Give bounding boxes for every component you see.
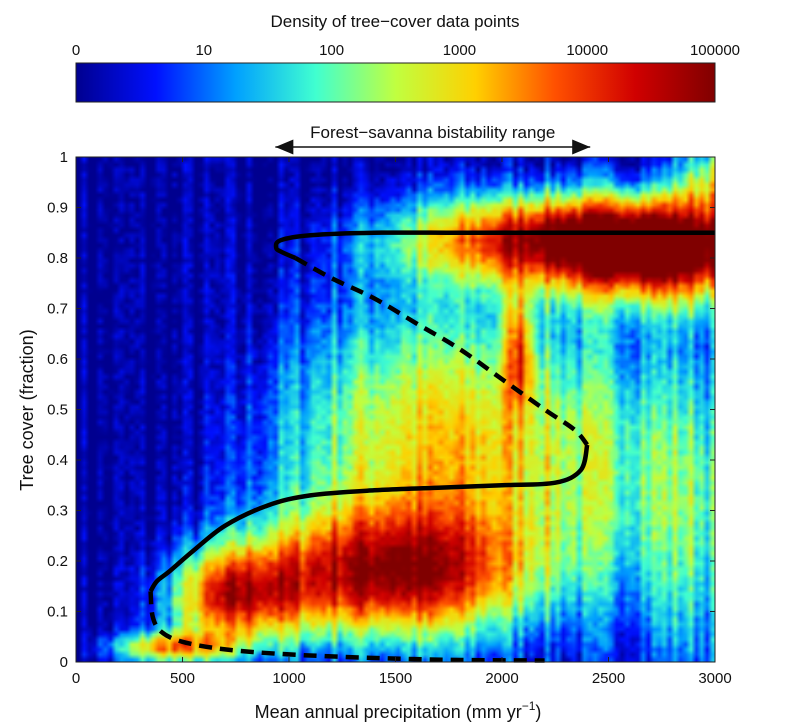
x-axis-ticks: 0 500 1000 1500 2000 2500 3000 — [72, 157, 732, 687]
stable-equilibrium-curve-0 — [273, 230, 715, 261]
y-tick-label: 0.8 — [47, 250, 68, 267]
stable-equilibrium-curve-2 — [148, 444, 590, 593]
x-tick-label: 2000 — [485, 670, 518, 687]
colorbar — [75, 62, 716, 103]
y-tick-label: 0 — [60, 654, 68, 671]
bistability-range-label: Forest−savanna bistability range — [310, 123, 555, 142]
unstable-equilibrium-curve-1 — [294, 256, 589, 447]
x-axis-label-superscript: −1 — [522, 699, 536, 713]
unstable-equilibrium-curve-3 — [148, 591, 545, 663]
y-tick-label: 1 — [60, 149, 68, 166]
y-tick-label: 0.1 — [47, 604, 68, 621]
x-axis-label-main: Mean annual precipitation (mm yr — [255, 702, 522, 722]
y-axis-label: Tree cover (fraction) — [17, 329, 37, 490]
y-tick-label: 0.2 — [47, 553, 68, 570]
x-tick-label: 1500 — [379, 670, 412, 687]
x-tick-label: 2500 — [592, 670, 625, 687]
y-tick-label: 0.7 — [47, 301, 68, 318]
colorbar-tick-label: 0 — [72, 42, 80, 59]
density-heatmap — [76, 157, 715, 662]
x-tick-label: 1000 — [272, 670, 305, 687]
equilibrium-curves — [148, 230, 715, 663]
x-tick-label: 3000 — [698, 670, 731, 687]
x-axis-label-close: ) — [535, 702, 541, 722]
x-tick-label: 500 — [170, 670, 195, 687]
x-tick-label: 0 — [72, 670, 80, 687]
colorbar-tick-label: 100000 — [690, 42, 740, 59]
y-tick-label: 0.4 — [47, 452, 68, 469]
colorbar-tick-label: 1000 — [443, 42, 476, 59]
y-tick-label: 0.6 — [47, 351, 68, 368]
y-axis-ticks: 0 0.1 0.2 0.3 0.4 0.5 0.6 0.7 0.8 0.9 1 — [47, 149, 715, 671]
y-tick-label: 0.3 — [47, 503, 68, 520]
colorbar-title: Density of tree−cover data points — [271, 12, 520, 31]
y-tick-label: 0.9 — [47, 200, 68, 217]
colorbar-tick-label: 10000 — [566, 42, 608, 59]
x-axis-label: Mean annual precipitation (mm yr−1) — [255, 699, 542, 722]
y-tick-label: 0.5 — [47, 402, 68, 419]
colorbar-tick-label: 10 — [195, 42, 212, 59]
colorbar-tick-label: 100 — [319, 42, 344, 59]
colorbar-tick-labels: 0 10 100 1000 10000 100000 — [72, 42, 740, 102]
